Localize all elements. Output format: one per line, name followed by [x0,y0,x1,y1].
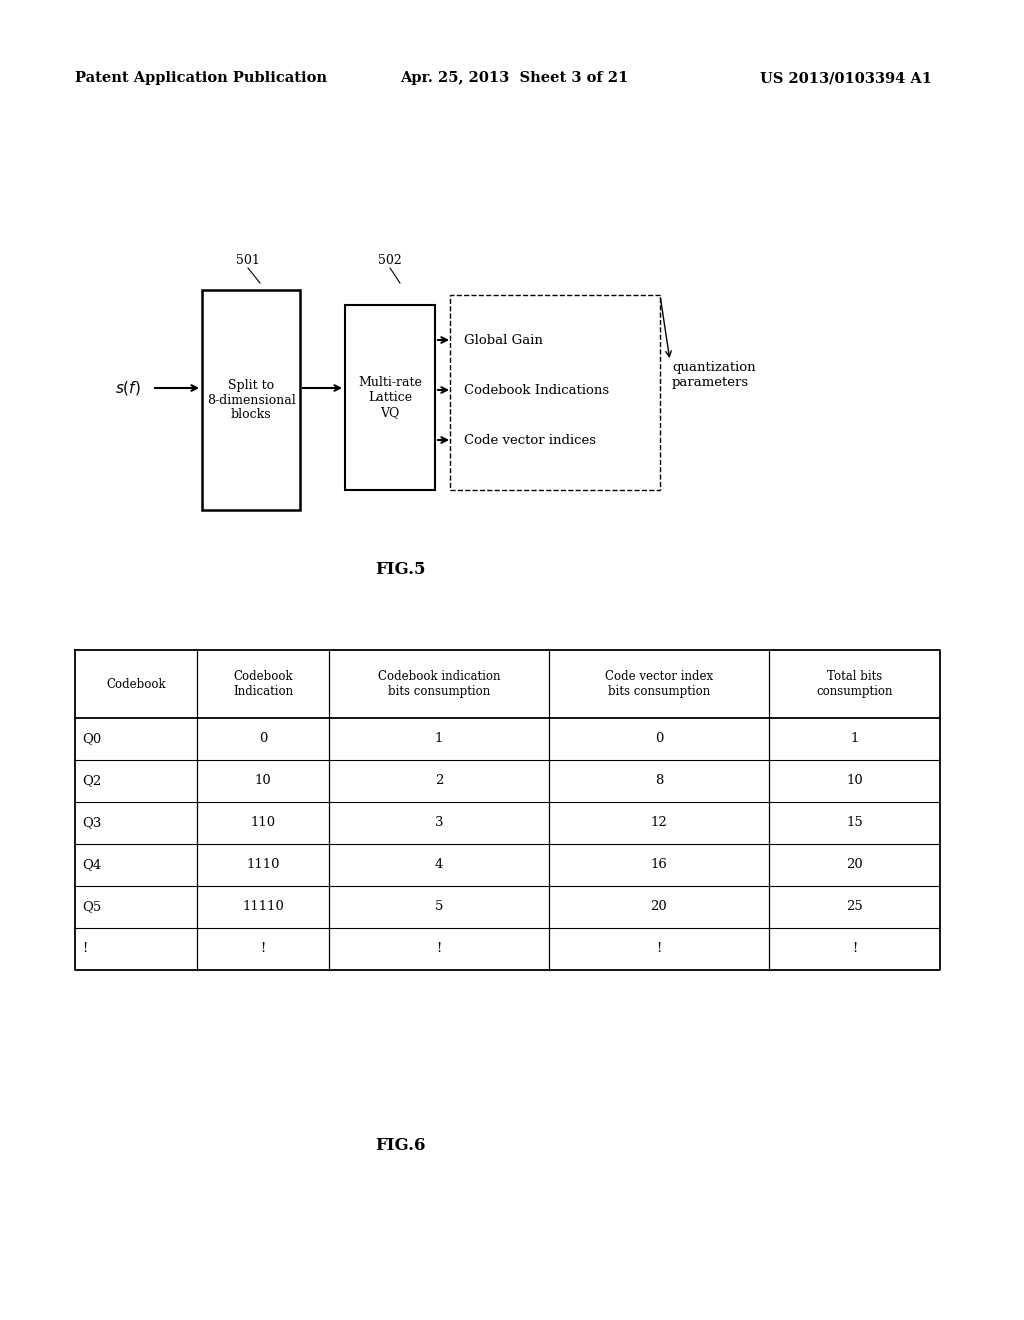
Text: Split to
8-dimensional
blocks: Split to 8-dimensional blocks [207,379,295,421]
Text: FIG.6: FIG.6 [375,1137,425,1154]
Text: 20: 20 [846,858,863,871]
Text: Apr. 25, 2013  Sheet 3 of 21: Apr. 25, 2013 Sheet 3 of 21 [400,71,629,84]
Text: !: ! [436,942,441,956]
Text: Q2: Q2 [82,775,101,788]
Text: 12: 12 [650,817,668,829]
Text: Code vector indices: Code vector indices [464,433,596,446]
Bar [450,294,660,490]
Text: 0: 0 [654,733,664,746]
Text: 2: 2 [435,775,443,788]
Text: 20: 20 [650,900,668,913]
Text: Global Gain: Global Gain [464,334,543,346]
Text: 1: 1 [850,733,859,746]
Text: 0: 0 [259,733,267,746]
Text: Q3: Q3 [82,817,101,829]
Text: !: ! [260,942,266,956]
Text: 4: 4 [435,858,443,871]
Text: Patent Application Publication: Patent Application Publication [75,71,327,84]
Text: Q4: Q4 [82,858,101,871]
Text: US 2013/0103394 A1: US 2013/0103394 A1 [760,71,932,84]
Text: Q5: Q5 [82,900,101,913]
Text: 8: 8 [654,775,664,788]
Text: Total bits
consumption: Total bits consumption [816,671,893,698]
Text: 501: 501 [237,253,260,267]
Text: 1110: 1110 [247,858,280,871]
Text: 502: 502 [378,253,401,267]
Text: quantization
parameters: quantization parameters [672,360,756,389]
Text: Code vector index
bits consumption: Code vector index bits consumption [605,671,713,698]
Text: !: ! [656,942,662,956]
Text: FIG.5: FIG.5 [375,561,425,578]
Text: !: ! [82,942,87,956]
Bar [202,290,300,510]
Text: !: ! [852,942,857,956]
Bar [345,305,435,490]
Text: Codebook indication
bits consumption: Codebook indication bits consumption [378,671,501,698]
Text: Codebook
Indication: Codebook Indication [233,671,293,698]
Text: $s(f)$: $s(f)$ [115,379,141,397]
Text: 5: 5 [435,900,443,913]
Text: 16: 16 [650,858,668,871]
Text: 10: 10 [255,775,271,788]
Text: 1: 1 [435,733,443,746]
Text: 10: 10 [846,775,863,788]
Text: Q0: Q0 [82,733,101,746]
Text: 25: 25 [846,900,863,913]
Text: Codebook: Codebook [106,677,166,690]
Text: 110: 110 [251,817,275,829]
Text: Multi-rate
Lattice
VQ: Multi-rate Lattice VQ [358,376,422,418]
Text: Codebook Indications: Codebook Indications [464,384,609,396]
Text: 15: 15 [846,817,863,829]
Text: 3: 3 [435,817,443,829]
Text: 11110: 11110 [243,900,284,913]
